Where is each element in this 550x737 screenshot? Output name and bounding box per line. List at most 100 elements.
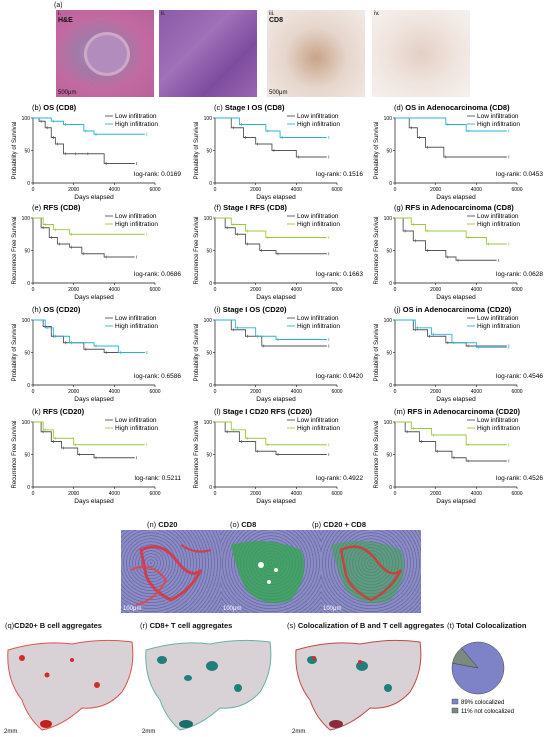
km-title: (m) RFS in Adenocarcinoma (CD20) — [394, 407, 520, 416]
x-tick-label: 0 — [32, 187, 35, 193]
x-tick-label: 0 — [32, 389, 35, 395]
cd8-staining — [231, 541, 305, 604]
x-tick-label: 2000 — [68, 287, 79, 293]
panel-q-title: (q)CD20+ B cell aggregates — [5, 621, 102, 630]
x-tick-label: 4000 — [109, 187, 120, 193]
y-tick-label: 100 — [204, 318, 213, 324]
he-scale: 500μm — [58, 90, 77, 96]
panel-s-title: (s) Colocalization of B and T cell aggre… — [287, 621, 445, 630]
low-infiltration-curve — [215, 217, 327, 255]
km-plot-m: (m) RFS in Adenocarcinoma (CD20) 0 50 100 0 2… — [367, 404, 545, 506]
log-rank-value: log-rank: 0.9420 — [316, 373, 363, 380]
km-title: (g) RFS in Adenocarcinoma (CD8) — [394, 203, 514, 212]
legend-low-label: Low infiltration — [115, 213, 157, 220]
x-tick-label: 2000 — [68, 491, 79, 497]
x-tick-label: 6000 — [511, 287, 522, 293]
y-axis-label: Probability of Survival — [194, 324, 200, 382]
panel-t-title: (t) Total Colocalization — [447, 621, 527, 630]
low-infiltration-curve — [33, 421, 135, 459]
legend-low-label: Low infiltration — [477, 113, 519, 120]
y-tick-label: 100 — [384, 116, 393, 122]
legend-low-label: Low infiltration — [297, 113, 339, 120]
log-rank-value: log-rank: 0.0628 — [496, 271, 543, 278]
km-svg: (i) Stage I OS (CD20) 0 50 100 0 2000 4000 6000… — [194, 305, 363, 403]
km-title: (i) Stage I OS (CD20) — [214, 305, 287, 314]
x-tick-label: 0 — [32, 491, 35, 497]
km-plot-e: (e) RFS (CD8) 0 50 100 0 2000 4000 6000 Days ela… — [5, 200, 183, 302]
x-tick-label: 2000 — [250, 389, 261, 395]
high-infiltration-curve — [33, 217, 145, 235]
x-tick-label: 0 — [32, 287, 35, 293]
y-tick-label: 50 — [386, 351, 392, 357]
he-zoom-image: ii. — [159, 10, 257, 97]
low-infiltration-curve — [33, 117, 135, 164]
km-title: (d) OS in Adenocarcinoma (CD8) — [394, 103, 510, 112]
cd8-image: iii. CD8 500μm — [267, 10, 365, 97]
x-tick-label: 6000 — [331, 491, 342, 497]
km-title: (e) RFS (CD8) — [32, 203, 81, 212]
he-image: i. H&E 500μm — [56, 10, 154, 97]
low-infiltration-curve — [215, 421, 327, 455]
legend-low-label: Low infiltration — [115, 417, 157, 424]
km-svg: (d) OS in Adenocarcinoma (CD8) 0 50 100 0 200… — [374, 103, 543, 201]
x-tick-label: 0 — [394, 491, 397, 497]
panel-r-title: (r) CD8+ T cell aggregates — [140, 621, 233, 630]
km-title: (b) OS (CD8) — [32, 103, 77, 112]
legend-high-label: High infiltration — [477, 323, 520, 330]
cd8-zoom-image: iv. — [372, 10, 470, 97]
legend-high-label: High infiltration — [297, 425, 340, 432]
x-tick-label: 2000 — [250, 491, 261, 497]
x-tick-label: 4000 — [471, 491, 482, 497]
y-tick-label: 50 — [24, 249, 30, 255]
x-tick-label: 6000 — [331, 287, 342, 293]
x-axis-label: Days elapsed — [256, 498, 296, 505]
y-tick-label: 50 — [386, 149, 392, 155]
y-tick-label: 50 — [386, 453, 392, 459]
x-tick-label: 2000 — [430, 491, 441, 497]
x-tick-label: 2000 — [430, 287, 441, 293]
coloc-tissue-image: 2mm — [290, 630, 428, 736]
pie-legend-swatch-0 — [451, 698, 459, 705]
x-tick-label: 6000 — [149, 187, 160, 193]
low-infiltration-curve — [395, 421, 507, 462]
cd8-tissue-image: 2mm — [140, 630, 278, 736]
x-tick-label: 6000 — [511, 389, 522, 395]
high-infiltration-curve — [33, 117, 145, 135]
y-tick-label: 0 — [27, 383, 30, 389]
legend-low-label: Low infiltration — [297, 417, 339, 424]
legend-low-label: Low infiltration — [115, 113, 157, 120]
legend-high-label: High infiltration — [297, 121, 340, 128]
colocalization-pie-chart: 89% colocalized 11% not colocalized — [451, 641, 514, 715]
km-svg: (f) Stage I RFS (CD8) 0 50 100 0 2000 4000 6000… — [194, 203, 363, 301]
pie-legend-label-0: 89% colocalized — [461, 700, 504, 706]
y-axis-label: Recurrence Free Survival — [374, 420, 380, 488]
km-svg: (c) Stage I OS (CD8) 0 50 100 0 2000 4000 6000 D… — [194, 103, 363, 201]
x-tick-label: 6000 — [149, 389, 160, 395]
panel-o-title: (o) CD8 — [230, 520, 257, 529]
x-axis-label: Days elapsed — [74, 396, 114, 403]
y-tick-label: 100 — [384, 420, 393, 426]
x-axis-label: Days elapsed — [74, 294, 114, 301]
x-tick-label: 0 — [214, 491, 217, 497]
km-title: (c) Stage I OS (CD8) — [214, 103, 285, 112]
x-tick-label: 4000 — [109, 389, 120, 395]
x-axis-label: Days elapsed — [436, 498, 476, 505]
y-tick-label: 100 — [204, 216, 213, 222]
km-plot-f: (f) Stage I RFS (CD8) 0 50 100 0 2000 4000 6000… — [187, 200, 365, 302]
y-tick-label: 100 — [384, 318, 393, 324]
y-tick-label: 100 — [204, 116, 213, 122]
y-axis-label: Probability of Survival — [12, 324, 18, 382]
km-title: (f) Stage I RFS (CD8) — [214, 203, 287, 212]
x-tick-label: 2000 — [68, 389, 79, 395]
km-plot-i: (i) Stage I OS (CD20) 0 50 100 0 2000 4000 6000… — [187, 302, 365, 404]
low-infiltration-curve — [215, 319, 327, 347]
x-tick-label: 6000 — [149, 287, 160, 293]
x-axis-label: Days elapsed — [74, 498, 114, 505]
log-rank-value: log-rank: 0.6586 — [134, 373, 181, 380]
y-tick-label: 0 — [209, 485, 212, 491]
panel-p-title: (p) CD20 + CD8 — [312, 520, 366, 529]
km-title: (k) RFS (CD20) — [32, 407, 85, 416]
x-tick-label: 6000 — [511, 491, 522, 497]
legend-low-label: Low infiltration — [297, 315, 339, 322]
x-tick-label: 6000 — [511, 187, 522, 193]
